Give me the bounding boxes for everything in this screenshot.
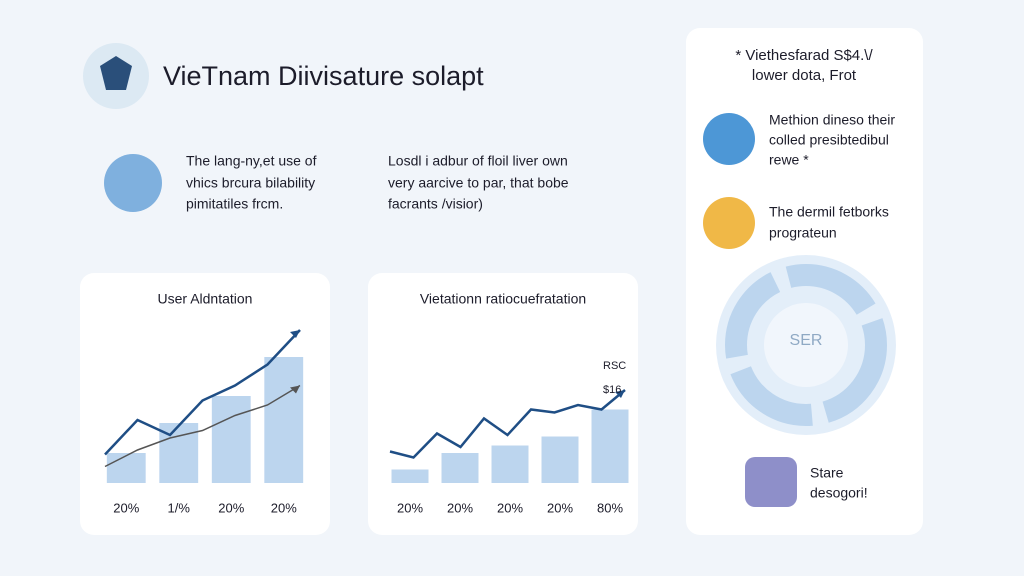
bar: [264, 357, 304, 483]
bar: [541, 436, 579, 483]
footer-icon: [745, 457, 797, 507]
intro-text: facrants /visior): [388, 196, 483, 212]
panel-item: Methion dineso their: [769, 112, 895, 128]
intro-text: very aarcive to par, that bobe: [388, 175, 569, 191]
trend-line: [104, 384, 301, 468]
chart-card: [368, 273, 638, 535]
intro-text: Losdl i adbur of floil liver own: [388, 153, 568, 169]
x-tick-label: 20%: [397, 500, 423, 515]
bar: [441, 453, 479, 483]
intro-text: vhics brcura bilability: [186, 175, 315, 191]
panel-item: rewe *: [769, 152, 809, 168]
trend-line: [104, 329, 301, 456]
x-tick-label: 20%: [497, 500, 523, 515]
bar: [211, 396, 251, 483]
bar: [391, 469, 429, 483]
chart-title: Vietationn ratiocuefratation: [420, 291, 586, 307]
panel-item: colled presibtedibul: [769, 132, 889, 148]
panel-item: The dermil fetborks: [769, 204, 889, 220]
x-tick-label: 20%: [547, 500, 573, 515]
x-tick-label: 1/%: [168, 500, 191, 515]
donut-ring: [725, 264, 887, 426]
panel-title: lower dota, Frot: [752, 67, 857, 84]
item-icon: [703, 197, 755, 249]
bar: [491, 445, 529, 483]
donut-label: SER: [790, 332, 823, 349]
arrow-head: [615, 390, 625, 398]
bar: [106, 453, 146, 483]
arrow-head: [290, 385, 300, 394]
trend-line: [389, 389, 626, 459]
x-tick-label: 20%: [113, 500, 139, 515]
x-tick-label: 20%: [447, 500, 473, 515]
panel-title: * Viethesfarad S$4.\/: [735, 47, 873, 64]
x-tick-label: 20%: [218, 500, 244, 515]
chart-title: User Aldntation: [158, 291, 253, 307]
x-tick-label: 20%: [271, 500, 297, 515]
intro-icon: [104, 154, 162, 212]
panel-footer: Stare: [810, 465, 844, 481]
intro-text: The lang-ny,et use of: [186, 153, 317, 169]
donut-hole: [764, 303, 848, 387]
annotation: RSC: [603, 360, 626, 372]
bar: [591, 409, 629, 483]
panel-footer: desogori!: [810, 485, 868, 501]
panel-item: prograteun: [769, 225, 837, 241]
item-icon: [703, 113, 755, 165]
logo-gem: [100, 56, 132, 90]
annotation: $16: [603, 384, 621, 396]
page-title: VieTnam Diivisature solapt: [163, 61, 484, 91]
x-tick-label: 80%: [597, 500, 623, 515]
intro-text: pimitatiles frcm.: [186, 196, 283, 212]
arrow-head: [290, 330, 300, 338]
